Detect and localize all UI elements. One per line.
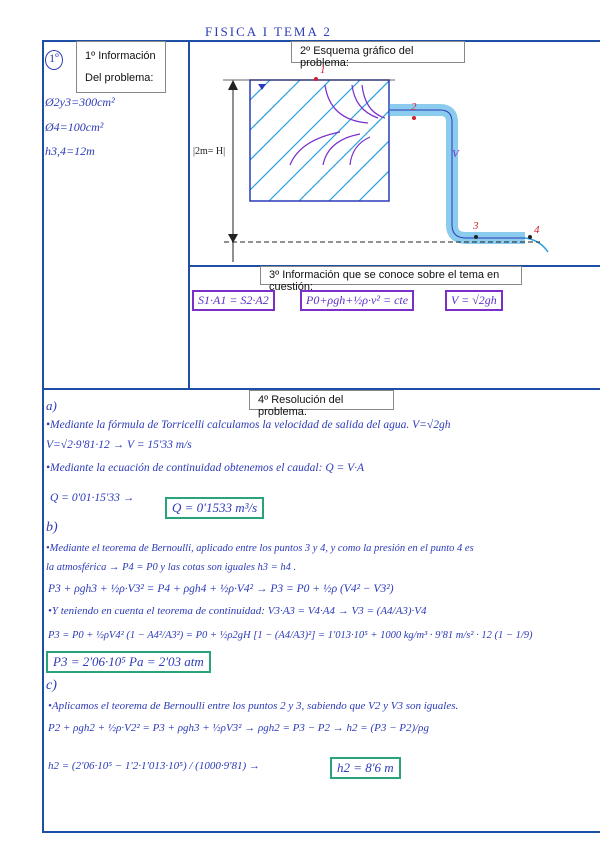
given-data-1: Ø2y3=300cm² [45, 95, 115, 109]
given-data-3: h3,4=12m [45, 144, 95, 158]
height-label: |2m= H| [193, 146, 226, 157]
page-header: FISICA I TEMA 2 [205, 24, 332, 39]
part-c-line-2: P2 + ρgh2 + ½ρ·V2² = P3 + ρgh3 + ½ρV3² →… [48, 722, 429, 734]
formula-torricelli: V = √2gh [445, 290, 503, 311]
given-data-2: Ø4=100cm² [45, 120, 104, 134]
part-a-letter: a) [46, 398, 57, 413]
point-4-marker [528, 235, 532, 239]
part-b-line-3: P3 + ρgh3 + ½ρ·V3² = P4 + ρgh4 + ½ρ·V4² … [48, 583, 394, 595]
formula-continuity: S1·A1 = S2·A2 [192, 290, 275, 311]
part-b-line-4: •Y teniendo en cuenta el teorema de cont… [48, 605, 427, 617]
section4-label: 4º Resolución del problema. [249, 390, 394, 418]
point-1-marker [314, 77, 318, 81]
part-a-line-2: V=√2·9'81·12 → V = 15'33 m/s [46, 439, 192, 451]
part-b-line-1: •Mediante el teorema de Bernoulli, aplic… [46, 543, 474, 554]
flow-streamlines [289, 84, 386, 166]
tank [249, 79, 390, 202]
part-b-letter: b) [46, 520, 58, 535]
point-2-label: 2 [411, 101, 417, 113]
part-a-line-4: Q = 0'01·15'33 → [50, 492, 135, 504]
pipe [389, 104, 525, 244]
point-3-label: 3 [473, 220, 479, 232]
section1-label: 1º Información Del problema: [76, 41, 166, 93]
part-c-result: h2 = 8'6 m [330, 757, 401, 779]
section1-label-line1: 1º Información [85, 50, 156, 62]
water-level-icon [258, 84, 266, 90]
section2-label: 2º Esquema gráfico del problema: [291, 41, 465, 69]
section3-label: 3º Información que se conoce sobre el te… [260, 266, 522, 293]
part-c-line-3: h2 = (2'06·10⁵ − 1'2·1'013·10⁵) / (1000·… [48, 760, 260, 772]
part-a-line-1: •Mediante la fórmula de Torricelli calcu… [46, 419, 451, 431]
velocity-mark: V [452, 148, 459, 160]
problem-number: 1º [45, 50, 63, 70]
part-a-line-3: •Mediante la ecuación de continuidad obt… [46, 462, 365, 474]
tank-diagram [223, 77, 549, 262]
formula-bernoulli: P0+ρgh+½ρ·v² = cte [300, 290, 415, 311]
part-b-line-2: la atmosférica → P4 = P0 y las cotas son… [46, 562, 297, 573]
part-b-result: P3 = 2'06·10⁵ Pa = 2'03 atm [46, 651, 211, 673]
point-3-marker [474, 235, 478, 239]
tank-hatching [250, 80, 389, 201]
part-b-line-5: P3 = P0 + ½ρV4² (1 − A4²/A3²) = P0 + ½ρ2… [48, 630, 533, 641]
part-c-letter: c) [46, 678, 57, 693]
section1-label-line2: Del problema: [85, 72, 154, 84]
point-1-label: 1 [320, 64, 326, 76]
point-2-marker [412, 116, 416, 120]
part-a-result: Q = 0'1533 m³/s [165, 497, 265, 519]
point-4-label: 4 [534, 224, 540, 236]
part-c-line-1: •Aplicamos el teorema de Bernoulli entre… [48, 700, 459, 712]
